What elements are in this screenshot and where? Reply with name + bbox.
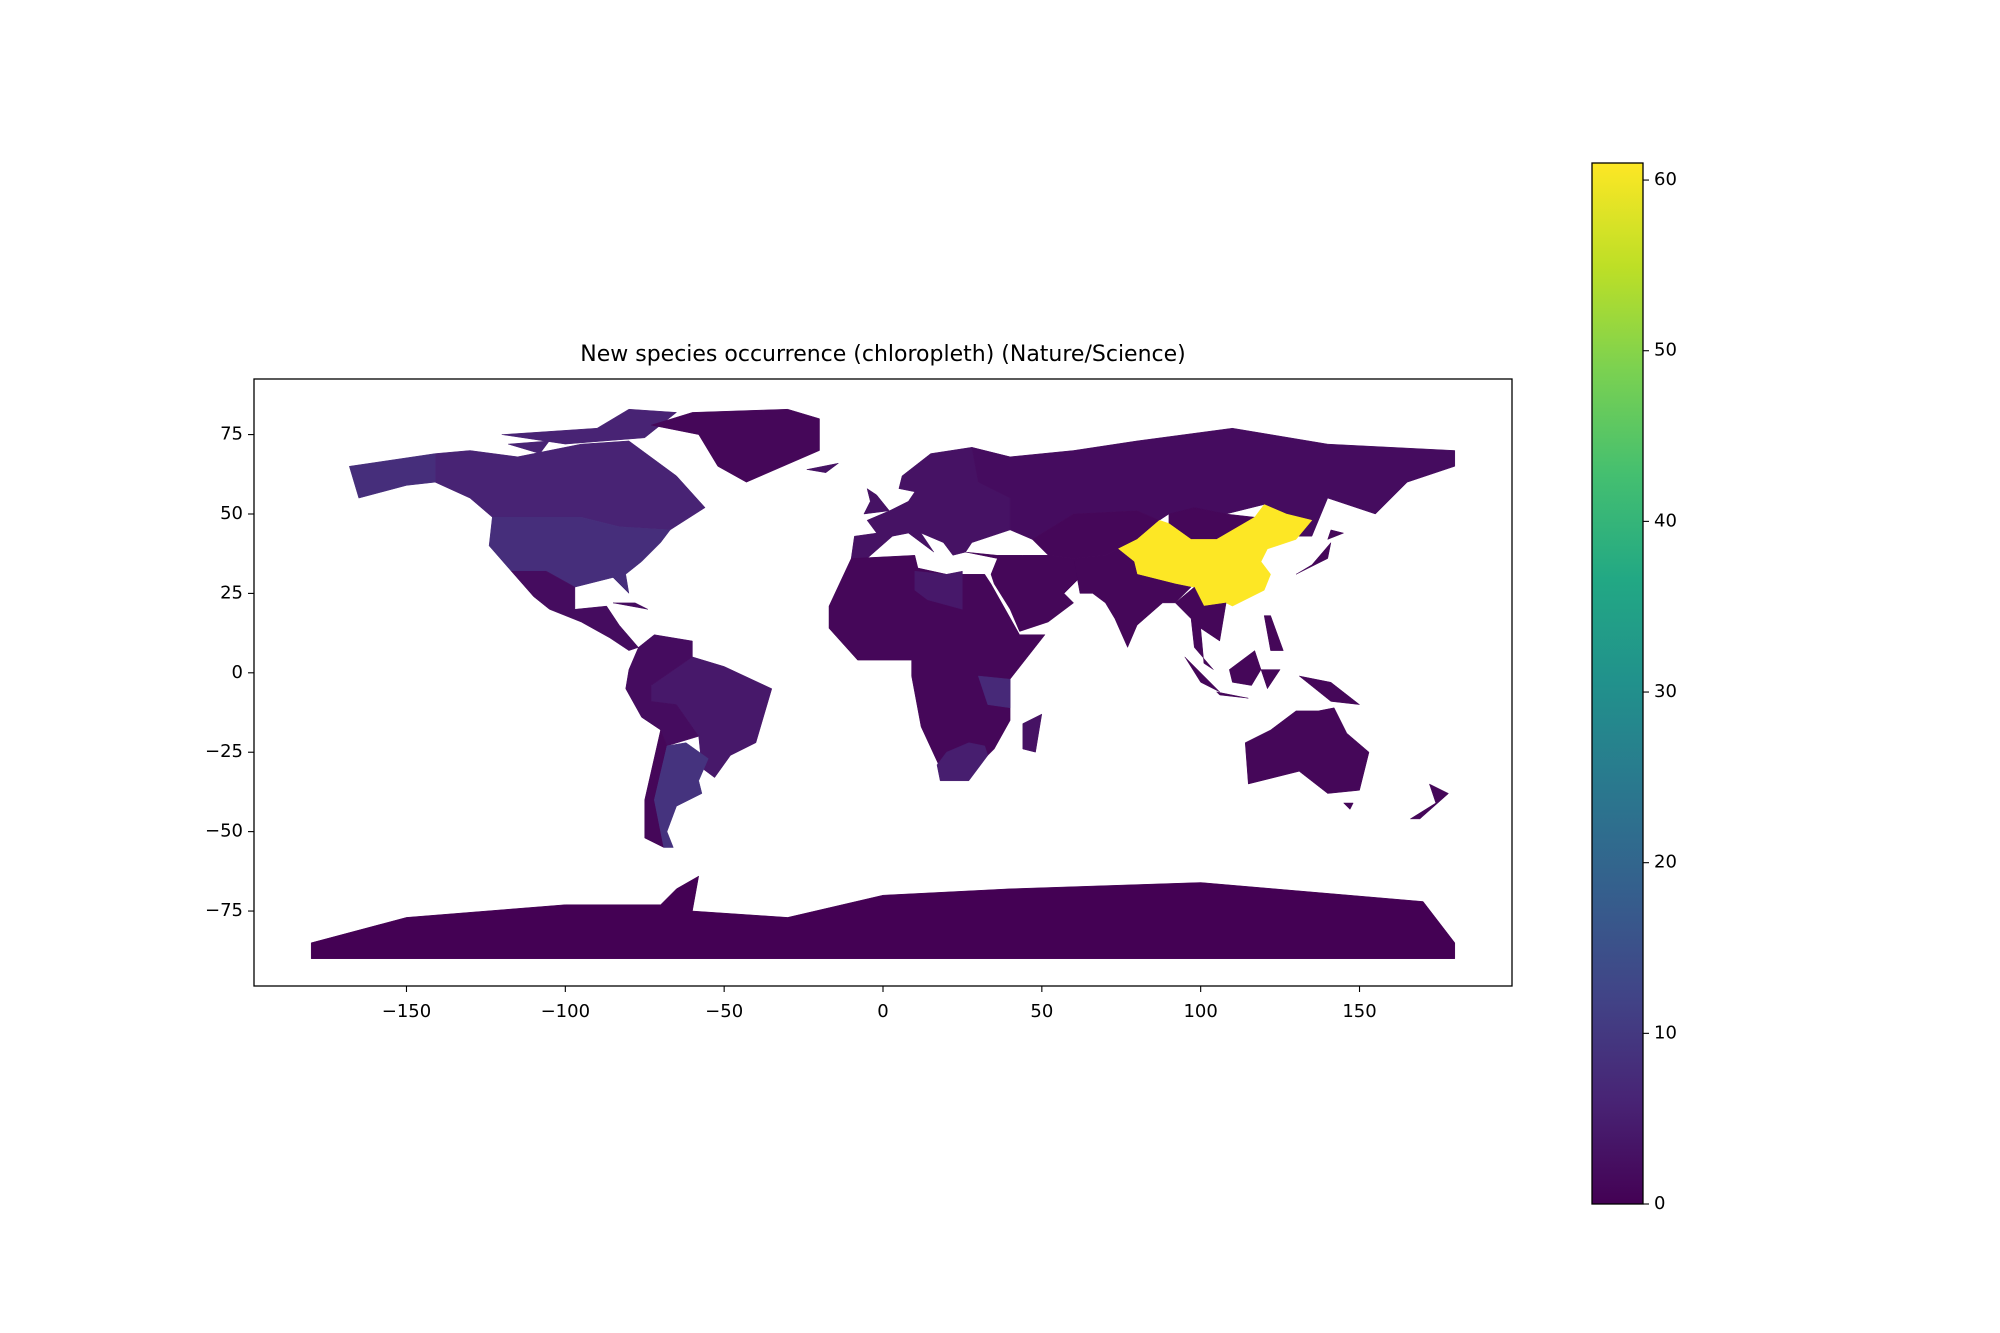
region	[914, 570, 963, 610]
x-tick-label: −100	[541, 1001, 590, 1022]
x-tick-label: 150	[1342, 1001, 1376, 1022]
region	[1409, 783, 1449, 820]
colorbar	[1591, 162, 1644, 1205]
colorbar-tick-label: 10	[1654, 1022, 1677, 1043]
x-tick-label: −50	[705, 1001, 743, 1022]
x-tick-label: 50	[1030, 1001, 1053, 1022]
colorbar-tick-label: 50	[1654, 340, 1677, 361]
region	[1295, 529, 1345, 575]
colorbar-tick-label: 40	[1654, 510, 1677, 531]
region	[625, 634, 700, 747]
x-tick-label: 100	[1183, 1001, 1217, 1022]
region	[1184, 650, 1361, 705]
x-tick-label: −150	[382, 1001, 431, 1022]
region	[1117, 504, 1313, 607]
region	[1174, 586, 1227, 670]
map	[310, 408, 1456, 959]
region	[977, 675, 1011, 709]
colorbar-tick-label: 30	[1654, 681, 1677, 702]
region	[936, 742, 989, 782]
region	[310, 875, 1456, 959]
y-tick-label: −75	[205, 900, 243, 921]
region	[434, 408, 706, 531]
y-tick-label: 50	[220, 503, 243, 524]
y-tick-label: 25	[220, 582, 243, 603]
chart-title: New species occurrence (chloropleth) (Na…	[580, 342, 1186, 367]
colorbar-tick-label: 0	[1654, 1193, 1665, 1214]
region	[654, 742, 709, 848]
y-tick-label: −25	[205, 741, 243, 762]
x-tick-label: 0	[877, 1001, 888, 1022]
region	[1073, 548, 1192, 649]
y-tick-label: −50	[205, 821, 243, 842]
colorbar-tick-label: 60	[1654, 169, 1677, 190]
y-tick-label: 0	[232, 662, 243, 683]
colorbar-tick-label: 20	[1654, 852, 1677, 873]
region	[1244, 707, 1370, 810]
region	[1263, 615, 1284, 651]
region	[1022, 713, 1043, 753]
region	[965, 551, 1081, 632]
region	[828, 555, 1046, 769]
region	[651, 408, 820, 483]
y-tick-label: 75	[220, 424, 243, 445]
